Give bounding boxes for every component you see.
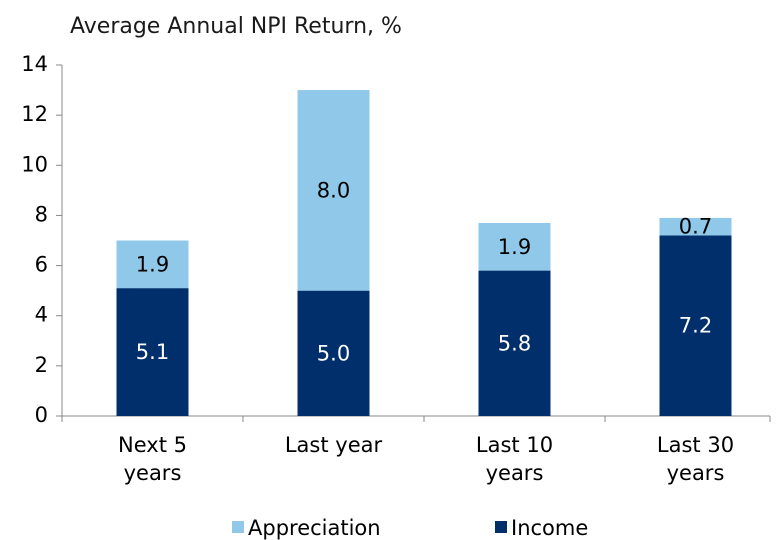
value-label: 5.0 (317, 341, 350, 365)
legend-label: Income (511, 516, 588, 540)
x-tick-label: Next 5 years (118, 433, 187, 485)
x-tick-label: Last 10 years (476, 433, 553, 485)
chart-title: Average Annual NPI Return, % (70, 14, 402, 39)
value-label: 1.9 (498, 235, 531, 259)
bar-segment (297, 90, 370, 291)
bar-segment (659, 217, 732, 236)
y-tick-label: 8 (35, 202, 48, 226)
bar-segment (116, 288, 189, 416)
value-label: 8.0 (317, 178, 350, 202)
bar-segment (478, 222, 551, 271)
x-tick-label: Last year (285, 433, 383, 457)
bar-segment (116, 240, 189, 289)
value-label: 7.2 (679, 314, 712, 338)
y-tick-label: 2 (35, 353, 48, 377)
value-label: 5.8 (498, 331, 531, 355)
y-tick-label: 0 (35, 403, 48, 427)
legend-label: Appreciation (248, 516, 381, 540)
bar-segment (659, 235, 732, 416)
y-tick-label: 4 (35, 303, 48, 327)
bar-segment (297, 290, 370, 416)
y-tick-label: 10 (21, 152, 48, 176)
legend-swatch (232, 521, 244, 533)
bar-segment (478, 270, 551, 416)
value-label: 5.1 (136, 340, 169, 364)
value-label: 0.7 (679, 215, 712, 239)
y-tick-label: 14 (21, 52, 48, 76)
legend-swatch (495, 521, 507, 533)
y-tick-label: 12 (21, 102, 48, 126)
x-tick-label: Last 30 years (657, 433, 734, 485)
y-tick-label: 6 (35, 253, 48, 277)
value-label: 1.9 (136, 252, 169, 276)
